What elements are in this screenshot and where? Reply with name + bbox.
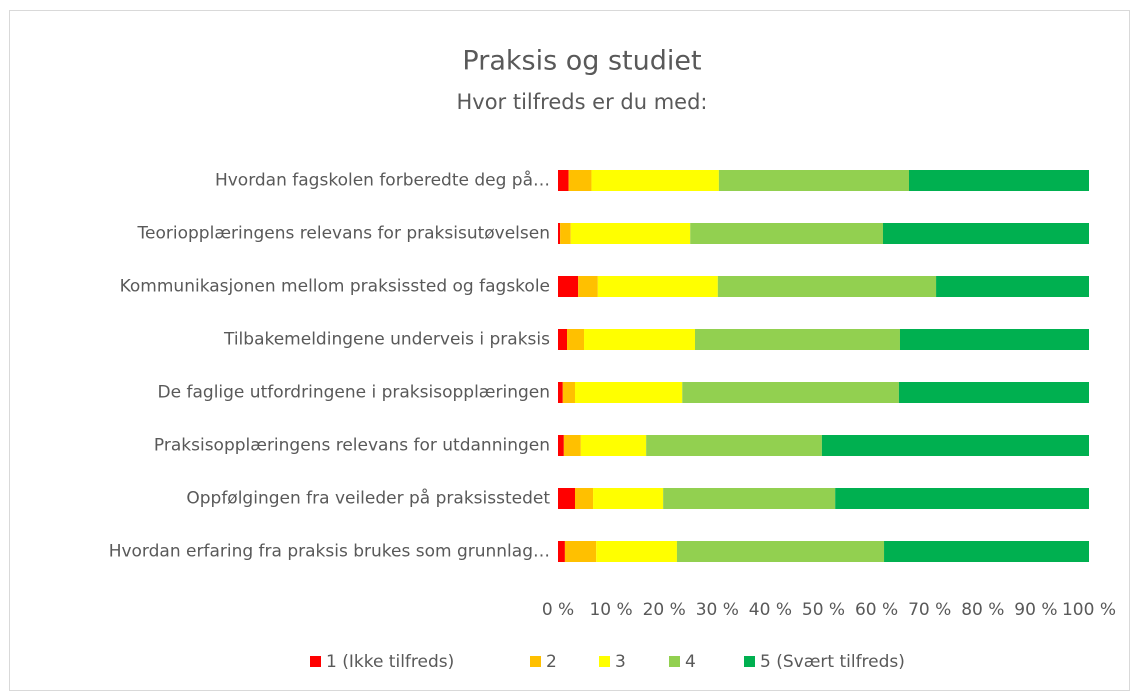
bar-segment	[574, 488, 594, 509]
y-tick-label: Kommunikasjonen mellom praksissted og fa…	[120, 277, 550, 297]
bar-segment	[558, 223, 561, 244]
bar-segment	[567, 329, 585, 350]
bar-segment	[821, 435, 1089, 456]
bar-segment	[558, 435, 564, 456]
bar-segment	[593, 488, 664, 509]
legend-label: 3	[615, 652, 626, 672]
bar-segment	[558, 170, 569, 191]
bar-segment	[597, 276, 718, 297]
legend-swatch	[599, 656, 610, 667]
bar-segment	[718, 170, 909, 191]
bar-segment	[564, 541, 597, 562]
legend-swatch	[310, 656, 321, 667]
x-tick-label: 30 %	[696, 600, 739, 620]
bar-segment	[835, 488, 1089, 509]
bar-segment	[558, 541, 565, 562]
bar-segment	[568, 170, 592, 191]
x-tick-label: 90 %	[1014, 600, 1057, 620]
x-tick-label: 0 %	[542, 600, 574, 620]
bar-segment	[578, 276, 598, 297]
bar-segment	[558, 276, 579, 297]
bar-segment	[882, 223, 1089, 244]
bar-segment	[884, 541, 1089, 562]
x-tick-label: 60 %	[855, 600, 898, 620]
chart-title: Praksis og studiet	[462, 46, 701, 77]
y-tick-label: Teoriopplæringens relevans for praksisut…	[137, 224, 550, 244]
bar-segment	[908, 170, 1089, 191]
y-tick-label: Tilbakemeldingene underveis i praksis	[223, 330, 550, 350]
y-tick-label: De faglige utfordringene i praksisopplær…	[158, 383, 550, 403]
bar-segment	[676, 541, 885, 562]
x-tick-label: 10 %	[589, 600, 632, 620]
legend-label: 2	[546, 652, 557, 672]
x-tick-label: 20 %	[643, 600, 686, 620]
bar-segment	[574, 382, 683, 403]
legend-label: 1 (Ikke tilfreds)	[326, 652, 454, 672]
bar-segment	[560, 223, 571, 244]
x-tick-label: 100 %	[1062, 600, 1116, 620]
bar-segment	[563, 435, 581, 456]
bar-segment	[898, 382, 1089, 403]
bar-segment	[562, 382, 575, 403]
legend-swatch	[669, 656, 680, 667]
bar-segment	[584, 329, 695, 350]
x-tick-label: 50 %	[802, 600, 845, 620]
legend-label: 4	[685, 652, 696, 672]
bar-segment	[717, 276, 937, 297]
legend-label: 5 (Svært tilfreds)	[760, 652, 905, 672]
x-tick-label: 80 %	[961, 600, 1004, 620]
y-tick-label: Praksisopplæringens relevans for utdanni…	[154, 436, 550, 456]
bar-segment	[899, 329, 1089, 350]
bar-segment	[663, 488, 836, 509]
bar-segment	[570, 223, 691, 244]
bar-segment	[682, 382, 899, 403]
chart-subtitle: Hvor tilfreds er du med:	[456, 90, 707, 114]
bar-segment	[694, 329, 900, 350]
legend-swatch	[530, 656, 541, 667]
y-tick-label: Hvordan fagskolen forberedte deg på…	[215, 170, 550, 191]
x-tick-label: 70 %	[908, 600, 951, 620]
bar-segment	[580, 435, 647, 456]
bar-segment	[936, 276, 1089, 297]
legend-swatch	[744, 656, 755, 667]
chart-frame	[9, 10, 1130, 691]
bar-segment	[596, 541, 677, 562]
bar-segment	[591, 170, 719, 191]
bar-segment	[558, 488, 575, 509]
bar-segment	[646, 435, 822, 456]
bar-segment	[690, 223, 883, 244]
y-tick-label: Oppfølgingen fra veileder på praksissted…	[186, 488, 550, 509]
bar-segment	[558, 329, 568, 350]
y-tick-label: Hvordan erfaring fra praksis brukes som …	[109, 542, 550, 562]
x-tick-label: 40 %	[749, 600, 792, 620]
bar-segment	[558, 382, 563, 403]
